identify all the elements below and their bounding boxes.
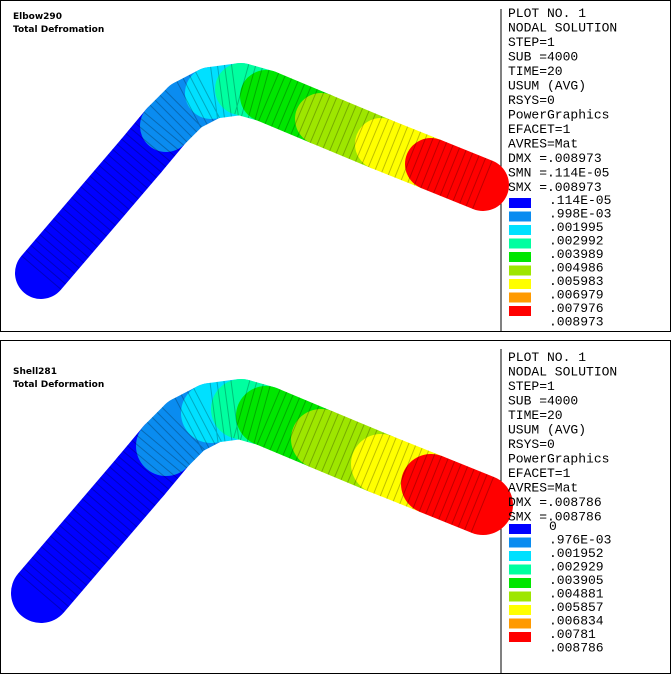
plot: Shell281 Total Deformation PLOT NO. 1NOD… <box>11 349 617 673</box>
info-line: SMN =.114E-05 <box>508 166 609 181</box>
info-line: TIME=20 <box>508 408 563 423</box>
legend-label: .001995 <box>549 220 604 235</box>
legend-label: .001952 <box>549 546 604 561</box>
info-line: SMX =.008786 <box>508 510 602 525</box>
pipe <box>15 62 509 299</box>
legend-swatch <box>509 265 531 276</box>
legend-label: .006979 <box>549 288 604 303</box>
info-line: SUB =4000 <box>508 50 578 65</box>
info-line: NODAL SOLUTION <box>508 365 617 380</box>
info-line: RSYS=0 <box>508 437 555 452</box>
info-line: AVRES=Mat <box>508 137 578 152</box>
plot-subtitle: Total Deformation <box>13 380 104 390</box>
legend-swatch <box>509 252 531 262</box>
info-line: DMX =.008973 <box>508 151 602 166</box>
info-line: EFACET=1 <box>508 122 571 137</box>
info-line: NODAL SOLUTION <box>508 21 617 36</box>
info-line: PLOT NO. 1 <box>508 6 586 21</box>
legend-swatch <box>509 524 531 534</box>
info-line: RSYS=0 <box>508 93 555 108</box>
pipe-segment <box>401 454 513 535</box>
legend-swatch <box>509 564 531 575</box>
info-line: USUM (AVG) <box>508 79 586 94</box>
info-line: EFACET=1 <box>508 466 571 481</box>
legend-label: .003989 <box>549 247 604 262</box>
legend-swatch <box>509 591 531 602</box>
legend-swatch <box>509 618 531 629</box>
info-line: AVRES=Mat <box>508 481 578 496</box>
legend-label: .00781 <box>549 627 596 642</box>
legend-label: .008973 <box>549 315 604 330</box>
legend-label: .003905 <box>549 573 604 588</box>
legend-label: .114E-05 <box>549 193 611 208</box>
info-line: SMX =.008973 <box>508 180 602 195</box>
info-line: DMX =.008786 <box>508 495 602 510</box>
legend-swatch <box>509 211 531 222</box>
legend-swatch <box>509 632 531 642</box>
legend-label: .004986 <box>549 261 604 276</box>
legend-swatch <box>509 578 531 588</box>
info-line: TIME=20 <box>508 64 563 79</box>
plot-subtitle: Total Defromation <box>13 25 104 35</box>
legend-swatch <box>509 306 531 316</box>
info-line: USUM (AVG) <box>508 423 586 438</box>
mesh <box>21 62 493 290</box>
plot: Elbow290 Total Defromation PLOT NO. 1NOD… <box>13 6 617 331</box>
legend-swatch <box>509 551 531 561</box>
legend-swatch <box>509 198 531 208</box>
pipe <box>11 378 513 623</box>
panel: Shell281 Total Deformation PLOT NO. 1 NOD… <box>0 340 671 674</box>
pipe-segment <box>405 138 509 211</box>
legend-swatch <box>509 537 531 548</box>
legend-label: .998E-03 <box>549 207 611 222</box>
legend-label: .006834 <box>549 614 604 629</box>
legend-label: .002992 <box>549 234 604 249</box>
info-line: PowerGraphics <box>508 452 609 467</box>
mesh <box>18 378 495 613</box>
info-line: PLOT NO. 1 <box>508 350 586 365</box>
legend-label: .002929 <box>549 560 604 575</box>
info-line: STEP=1 <box>508 35 555 50</box>
legend-swatch <box>509 225 531 235</box>
info-line: STEP=1 <box>508 379 555 394</box>
legend-label: .007976 <box>549 301 604 316</box>
legend-label: .004881 <box>549 587 604 602</box>
legend-swatch <box>509 292 531 303</box>
legend-label: .005857 <box>549 600 604 615</box>
legend-swatch <box>509 279 531 289</box>
plot-title: Shell281 <box>13 367 57 377</box>
legend-label: 0 <box>549 519 557 534</box>
info-line: PowerGraphics <box>508 108 609 123</box>
panel: Elbow290 Total Defromation PLOT NO. 1 NOD… <box>0 0 671 332</box>
legend-label: .008786 <box>549 641 604 656</box>
info-line: SUB =4000 <box>508 394 578 409</box>
legend-swatch <box>509 238 531 249</box>
legend-swatch <box>509 605 531 615</box>
legend-label: .976E-03 <box>549 533 611 548</box>
plot-title: Elbow290 <box>13 12 62 22</box>
legend-label: .005983 <box>549 274 604 289</box>
